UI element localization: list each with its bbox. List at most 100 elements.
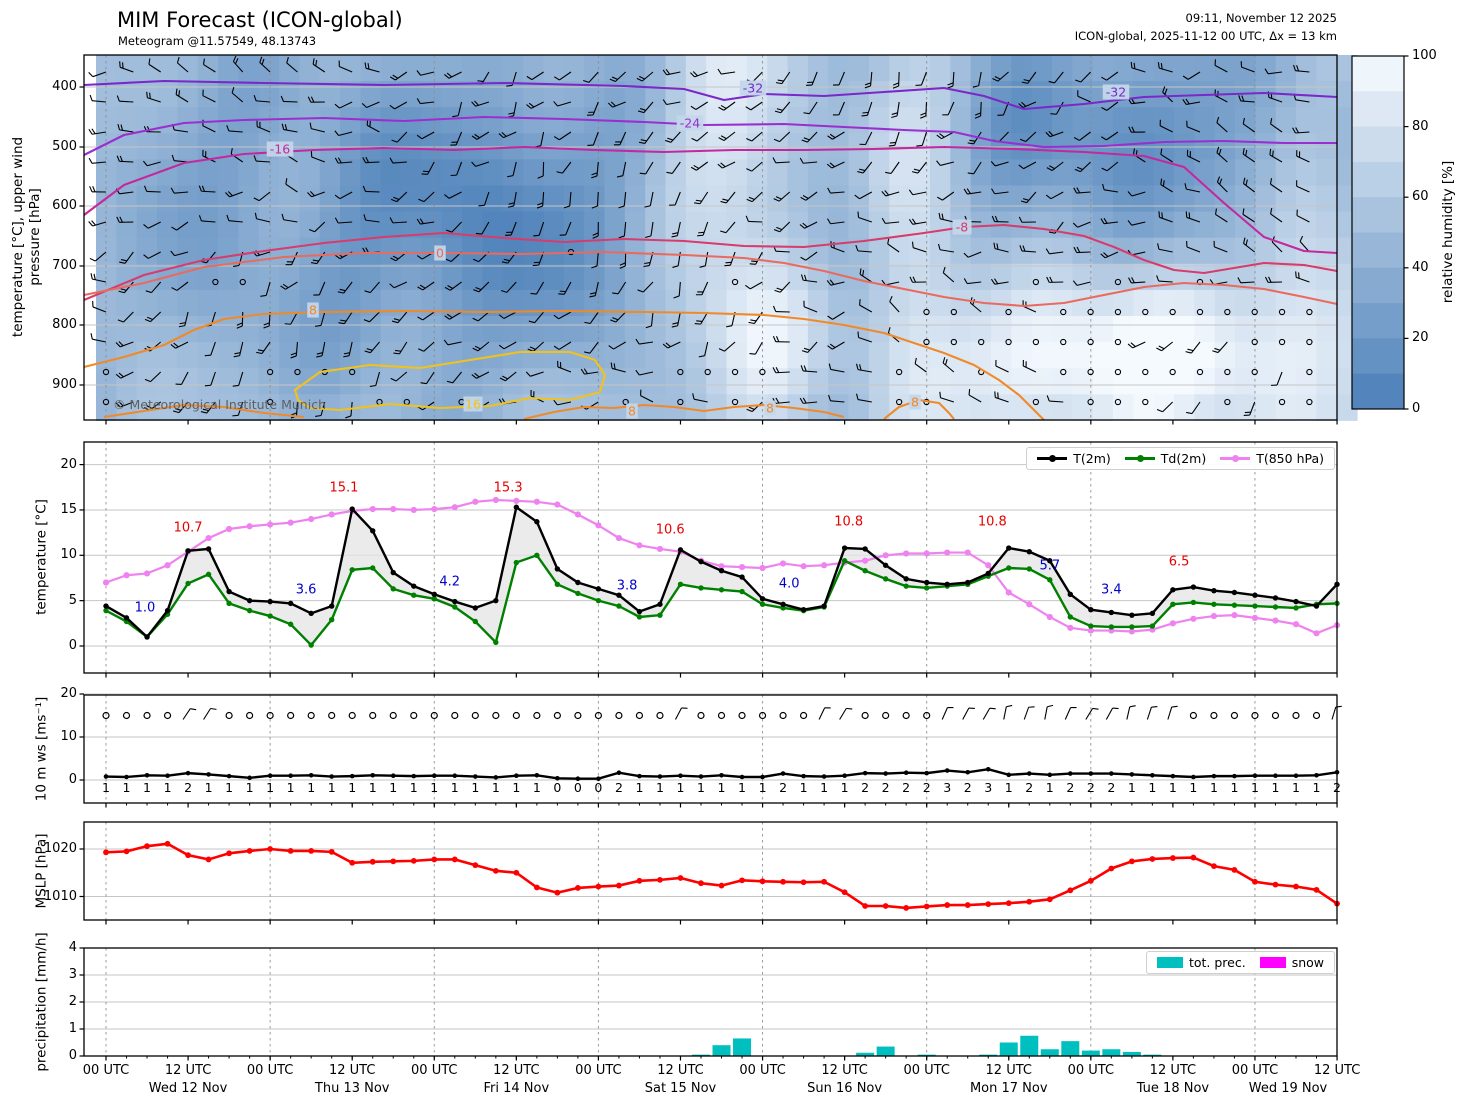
calm-circle [533,711,541,720]
gust-number: 1 [430,780,438,795]
gust-number: 0 [574,780,582,795]
wind-barb [1146,705,1158,720]
wind-barb [695,281,709,296]
wind-speed-marker [1047,772,1053,778]
humidity-cell [1051,263,1073,291]
humidity-cell [868,342,890,369]
t850-marker [308,515,315,523]
t850-marker [800,563,807,570]
wind-barb [1073,131,1091,141]
wind-barb [89,186,107,193]
humidity-cell [584,81,605,108]
mslp-marker [739,877,745,884]
humidity-cell [848,211,870,239]
wind-barb [143,251,161,259]
humidity-cell [746,342,768,369]
contour-line [103,403,305,419]
humidity-cell [1051,55,1073,82]
wind-barb [119,251,134,264]
humidity-cell [360,342,382,369]
humidity-cell [1051,185,1073,213]
mslp-marker [1272,881,1279,888]
wind-barb [232,55,244,73]
humidity-cell [868,237,890,265]
wind-barb [559,221,572,236]
wind-barb [260,281,271,297]
wind-barb [446,371,462,384]
wind-speed-marker [637,773,642,779]
wind-barb [937,191,955,201]
humidity-cell [889,211,911,239]
humidity-cell [584,342,605,369]
humidity-cell [197,81,219,108]
humidity-cell [258,342,280,369]
calm-circle [294,368,301,376]
contour-line [523,403,845,421]
wind-barb [1293,64,1310,73]
contour-label-bg [307,302,319,318]
humidity-cell [563,342,585,369]
wind-barb [253,155,271,163]
humidity-cell [238,316,260,343]
wind-barb [909,276,927,283]
calm-circle [731,278,739,286]
humidity-cell [1153,55,1175,82]
humidity-cell [502,55,524,82]
wind-barb [967,161,982,175]
wind-barb [536,191,545,209]
humidity-cell [1275,211,1297,239]
calm-circle [246,711,254,720]
contour-label-bg [463,396,483,412]
wind-speed-marker [390,773,396,778]
wind-barb [500,281,517,293]
t850-marker [1292,621,1300,628]
humidity-cell [1296,342,1317,369]
td2m-marker [739,588,745,595]
humidity-cell [1194,211,1216,239]
wind-barb [526,71,544,81]
wind-barb [1102,183,1119,193]
humidity-cell [685,211,707,239]
x-tick-label: 00 UTC [411,1063,458,1078]
humidity-cell [421,263,443,291]
td2m-marker [923,585,930,591]
humidity-cell [1092,237,1114,265]
humidity-cell [441,237,463,265]
humidity-cell [624,316,646,343]
wind-barb [799,157,818,164]
humidity-cell [746,263,768,291]
precip-bar [856,1052,875,1056]
wind-barb [1127,220,1146,226]
wind-barb [1045,130,1064,138]
wind-speed-marker [267,773,273,778]
humidity-cell [828,185,850,213]
wind-barb [991,188,1009,195]
humidity-cell [1133,342,1155,369]
wind-barb [1128,277,1146,284]
t2m-marker [903,576,909,582]
humidity-cell [238,368,260,395]
wind-barb [256,341,271,355]
mslp-marker [410,857,417,864]
wind-barb [826,161,845,169]
humidity-cell [624,237,646,265]
contour-line [83,223,1338,301]
calm-circle [239,278,246,286]
temperature-legend: T(2m) Td(2m) T(850 hPa) [1026,447,1335,470]
wind-barb [881,190,900,197]
humidity-cell [970,185,992,213]
precip-legend: tot. prec. snow [1145,951,1335,974]
wind-speed-marker [534,772,540,778]
humidity-cell [319,81,341,108]
wind-barb [507,161,517,178]
wind-barb [920,101,928,119]
t2m-marker [657,601,663,607]
contour-line [83,309,1045,421]
precip-bar [1081,1050,1100,1056]
mslp-marker [657,876,663,883]
gust-number: 3 [984,780,992,795]
humidity-cell [136,368,158,395]
gust-number: 1 [1169,780,1177,795]
humidity-cell [1031,342,1053,369]
wind-barb [669,191,681,206]
